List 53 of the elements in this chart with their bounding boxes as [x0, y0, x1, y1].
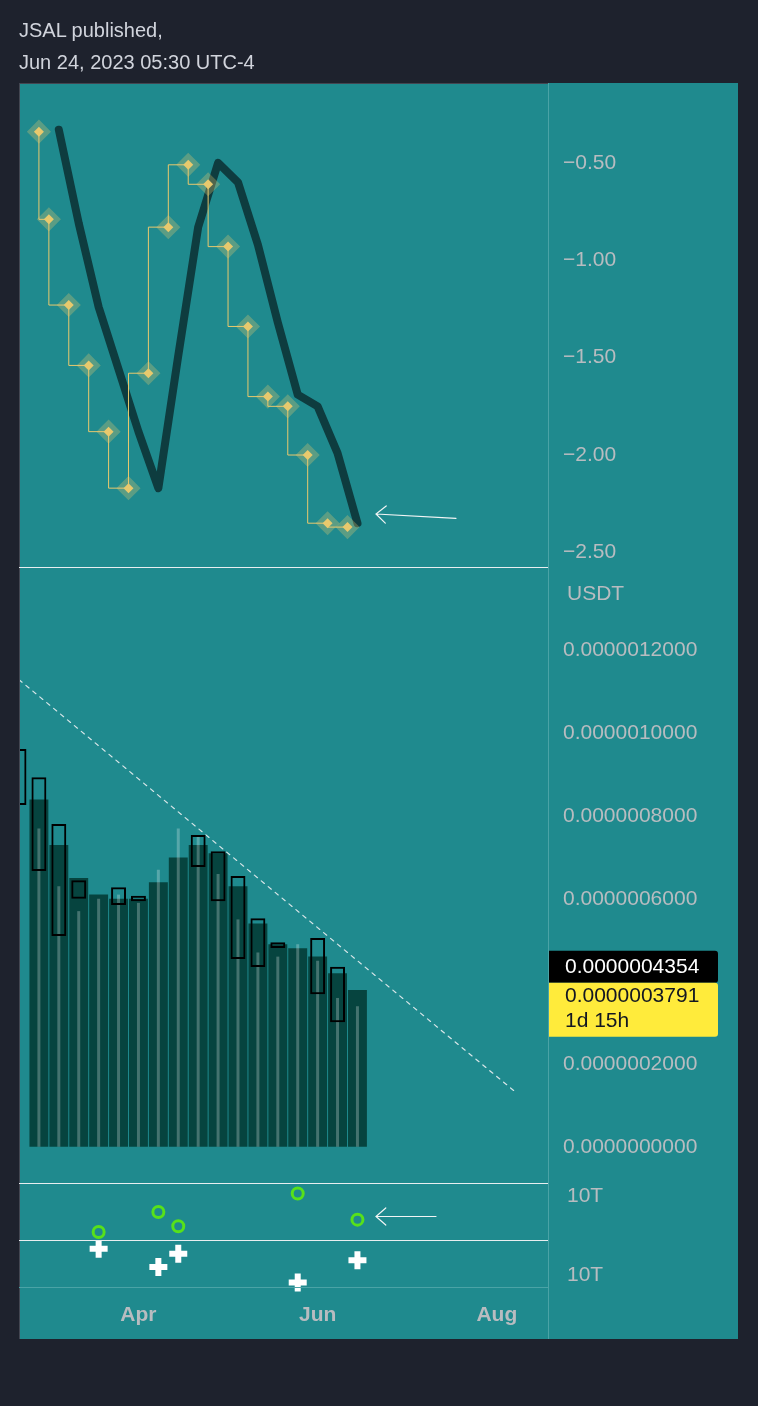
y-tick-label: 0.0000000000: [563, 1133, 698, 1157]
point: [237, 316, 258, 337]
text: 10T: [567, 1182, 604, 1206]
text: 1d 15h: [565, 1007, 630, 1031]
y-tick-label: −2.50: [563, 539, 617, 563]
point: [297, 445, 318, 466]
text: 10T: [567, 1261, 604, 1285]
bar: [316, 960, 320, 1147]
bar: [57, 886, 61, 1147]
bar: [97, 898, 101, 1147]
point: [198, 174, 219, 195]
bar: [117, 894, 121, 1147]
point: [38, 209, 59, 230]
bar: [176, 828, 180, 1147]
bar: [136, 902, 140, 1147]
point: [277, 396, 298, 417]
y-tick-label: −1.00: [563, 247, 617, 271]
bar: [77, 911, 81, 1147]
y-tick-label: −2.00: [563, 441, 617, 465]
x-tick-label: Apr: [120, 1302, 157, 1326]
bar: [256, 952, 260, 1147]
y-tick-label: 0.0000002000: [563, 1050, 698, 1074]
bar: [216, 873, 220, 1147]
chart-subtitle: Jun 24, 2023 05:30 UTC-4: [19, 50, 255, 74]
point: [78, 355, 99, 376]
point: [151, 1205, 166, 1220]
point: [317, 513, 338, 534]
point: [91, 1224, 106, 1239]
point: [171, 1219, 186, 1234]
text: 0.0000003791: [565, 982, 700, 1006]
chart-title: JSAL published,: [19, 18, 163, 42]
bar: [336, 997, 340, 1147]
y-tick-label: 0.0000010000: [563, 720, 698, 744]
y-tick-label: −0.50: [563, 149, 617, 173]
bar: [355, 1006, 359, 1147]
y-axis-title: USDT: [567, 580, 625, 604]
bar: [156, 869, 160, 1147]
text: 0.0000004354: [565, 953, 700, 977]
point: [118, 478, 139, 499]
bar: [37, 828, 41, 1147]
y-tick-label: −1.50: [563, 344, 617, 368]
bar: [276, 956, 280, 1147]
bar: [296, 944, 300, 1147]
bar: [196, 836, 200, 1147]
point: [290, 1186, 305, 1201]
y-tick-label: 0.0000012000: [563, 637, 698, 661]
point: [178, 154, 199, 175]
x-tick-label: Jun: [298, 1302, 337, 1326]
point: [58, 295, 79, 316]
x-tick-label: Aug: [476, 1302, 518, 1326]
y-tick-label: 0.0000008000: [563, 802, 698, 826]
point: [350, 1212, 365, 1227]
y-tick-label: 0.0000006000: [563, 885, 698, 909]
